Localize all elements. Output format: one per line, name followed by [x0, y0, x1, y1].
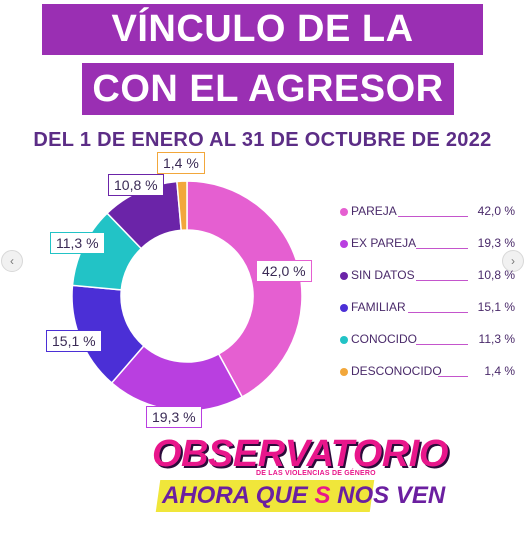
legend-value: 10,8 % [477, 268, 515, 282]
observatorio-logo: OBSERVATORIO DE LAS VIOLENCIAS DE GÉNERO… [152, 433, 448, 526]
slice-value-label: 19,3 % [146, 406, 202, 428]
legend-label: EX PAREJA [351, 236, 417, 250]
donut-slice-desconocido [176, 180, 188, 232]
legend-item: SIN DATOS 10,8 % [340, 268, 515, 300]
legend-dot-icon [340, 272, 348, 280]
legend-value: 11,3 % [478, 332, 515, 346]
legend-label: CONOCIDO [351, 332, 417, 346]
chevron-left-icon[interactable]: ‹ [1, 250, 23, 272]
legend-leader-line [408, 312, 468, 313]
logo-slogan: AHORA QUE S NOS VEN [162, 481, 445, 511]
legend-label: PAREJA [351, 204, 397, 218]
logo-slogan-left: AHORA QUE [162, 482, 315, 509]
legend-dot-icon [340, 240, 348, 248]
logo-title: OBSERVATORIO [152, 433, 448, 475]
slice-value-label: 42,0 % [256, 260, 312, 282]
legend-dot-icon [340, 336, 348, 344]
legend: PAREJA 42,0 % EX PAREJA 19,3 % SIN DATOS 10,8… [340, 204, 515, 396]
legend-dot-icon [340, 368, 348, 376]
legend-item: FAMILIAR 15,1 % [340, 300, 515, 332]
slice-value-label: 1,4 % [157, 152, 205, 174]
logo-slogan-right: NOS VEN [330, 482, 446, 509]
legend-label: FAMILIAR [351, 300, 406, 314]
donut-slice-pareja [186, 180, 303, 398]
legend-label: SIN DATOS [351, 268, 415, 282]
legend-item: EX PAREJA 19,3 % [340, 236, 515, 268]
title-line-2: CON EL AGRESOR [82, 63, 454, 115]
legend-dot-icon [340, 304, 348, 312]
chevron-right-icon[interactable]: › [502, 250, 524, 272]
legend-dot-icon [340, 208, 348, 216]
legend-value: 42,0 % [477, 204, 515, 218]
legend-value: 1,4 % [484, 364, 515, 378]
legend-label: DESCONOCIDO [351, 364, 442, 378]
slice-value-label: 11,3 % [50, 232, 105, 254]
legend-value: 19,3 % [477, 236, 515, 250]
legend-item: DESCONOCIDO 1,4 % [340, 364, 515, 396]
slice-value-label: 15,1 % [46, 330, 102, 352]
legend-leader-line [416, 344, 468, 345]
logo-slogan-mark: S [314, 482, 331, 509]
legend-leader-line [398, 216, 468, 217]
legend-value: 15,1 % [477, 300, 515, 314]
legend-leader-line [438, 376, 468, 377]
legend-leader-line [416, 280, 468, 281]
date-range-subtitle: DEL 1 DE ENERO AL 31 DE OCTUBRE DE 2022 [33, 129, 492, 151]
legend-leader-line [416, 248, 468, 249]
logo-subtitle: DE LAS VIOLENCIAS DE GÉNERO [256, 470, 376, 477]
slice-value-label: 10,8 % [108, 174, 164, 196]
legend-item: CONOCIDO 11,3 % [340, 332, 515, 364]
legend-item: PAREJA 42,0 % [340, 204, 515, 236]
